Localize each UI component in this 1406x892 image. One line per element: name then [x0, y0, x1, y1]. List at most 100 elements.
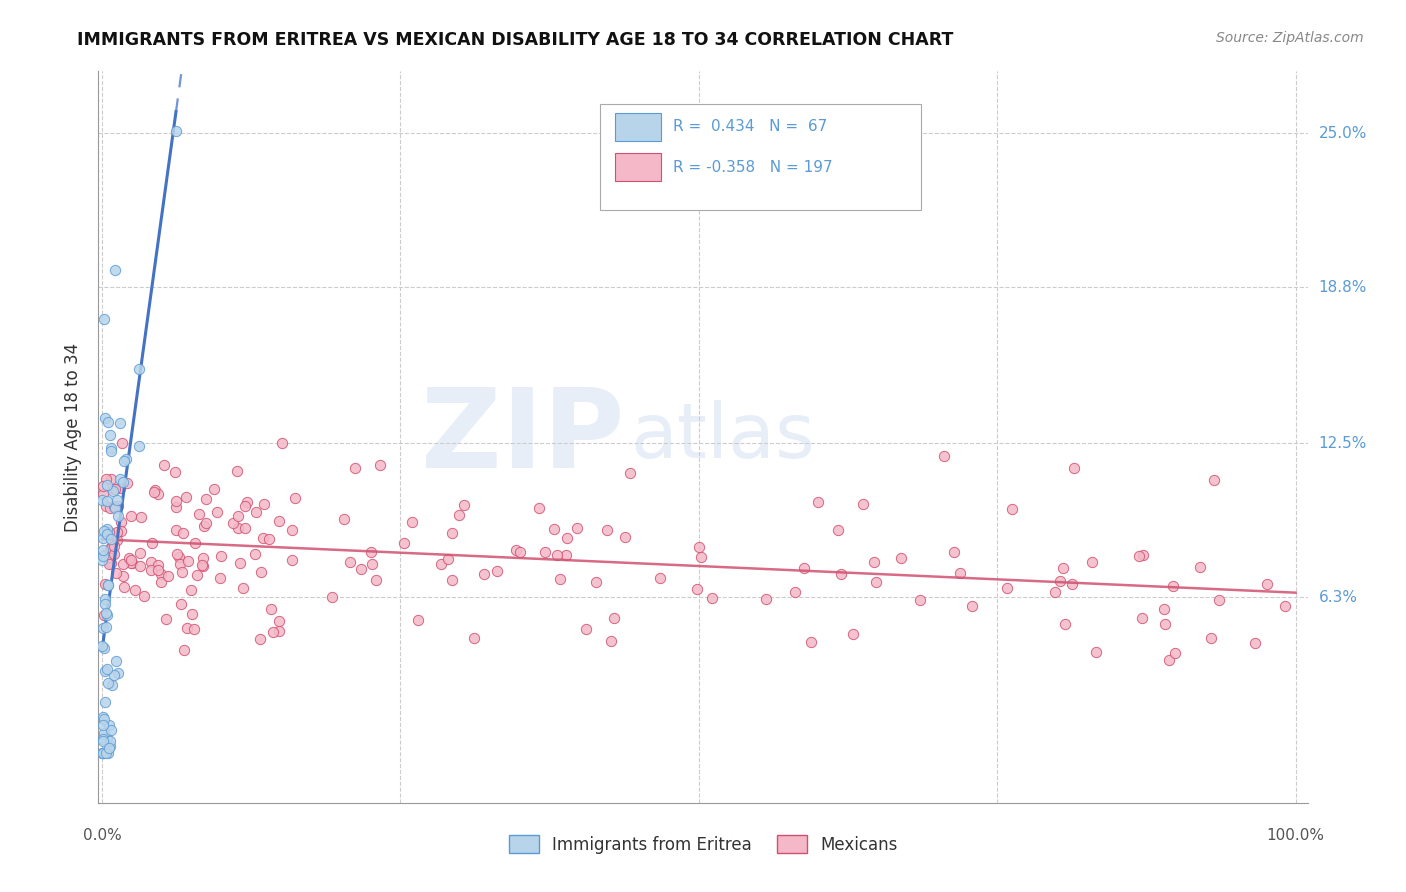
Point	[226, 521, 249, 535]
Text: ZIP: ZIP	[420, 384, 624, 491]
Point	[202, 482, 225, 496]
Point	[111, 558, 134, 572]
Point	[96, 494, 118, 508]
Point	[93, 591, 115, 606]
Point	[97, 718, 120, 732]
Point	[191, 559, 214, 574]
Point	[170, 566, 193, 580]
Point	[128, 362, 150, 376]
Point	[91, 640, 114, 654]
Text: R =  0.434   N =  67: R = 0.434 N = 67	[672, 120, 827, 135]
Point	[129, 510, 152, 524]
Point	[852, 497, 875, 511]
Point	[112, 580, 135, 594]
Point	[91, 746, 114, 760]
Point	[103, 499, 125, 513]
Point	[104, 500, 127, 515]
Point	[755, 591, 778, 606]
Point	[96, 746, 118, 760]
Text: 0.0%: 0.0%	[83, 828, 121, 843]
Point	[527, 501, 550, 516]
Point	[449, 508, 471, 522]
Point	[548, 572, 571, 586]
Point	[146, 486, 169, 500]
Point	[260, 602, 283, 616]
Text: 25.0%: 25.0%	[1319, 126, 1367, 141]
Point	[107, 499, 129, 513]
Point	[103, 547, 125, 561]
Point	[93, 549, 115, 564]
Point	[100, 723, 122, 737]
Point	[105, 566, 128, 581]
Point	[1153, 602, 1175, 616]
Point	[1274, 599, 1296, 613]
Point	[173, 643, 195, 657]
Point	[1157, 653, 1180, 667]
Point	[554, 548, 576, 562]
Point	[104, 262, 127, 277]
Point	[1243, 636, 1265, 650]
Point	[226, 509, 249, 524]
Point	[245, 547, 267, 561]
Point	[222, 516, 245, 530]
Point	[1153, 616, 1175, 631]
Point	[505, 543, 527, 558]
Point	[91, 493, 114, 508]
Point	[91, 746, 114, 760]
Point	[546, 548, 568, 562]
Point	[100, 532, 122, 546]
Point	[91, 710, 114, 724]
Point	[110, 472, 132, 486]
Point	[862, 556, 884, 570]
Point	[94, 499, 117, 513]
Point	[93, 312, 115, 326]
FancyBboxPatch shape	[600, 104, 921, 211]
Point	[269, 514, 291, 528]
Point	[165, 500, 187, 514]
Point	[93, 726, 115, 740]
Point	[143, 483, 166, 497]
Point	[1164, 646, 1187, 660]
Point	[132, 589, 155, 603]
Point	[148, 558, 170, 572]
Point	[170, 597, 193, 611]
Point	[250, 566, 273, 580]
Point	[690, 549, 713, 564]
Point	[1132, 548, 1154, 562]
Point	[101, 483, 124, 498]
Point	[108, 481, 131, 495]
Point	[486, 564, 509, 578]
Point	[1062, 577, 1084, 591]
Point	[97, 676, 120, 690]
Point	[104, 482, 127, 496]
Point	[187, 508, 209, 522]
Point	[93, 531, 115, 545]
Point	[96, 472, 118, 486]
Point	[603, 610, 626, 624]
Point	[1188, 559, 1211, 574]
Point	[392, 536, 415, 550]
Point	[453, 498, 475, 512]
Point	[249, 632, 271, 646]
Point	[350, 562, 373, 576]
Point	[91, 731, 114, 746]
Point	[360, 544, 382, 558]
Point	[943, 544, 966, 558]
Point	[93, 641, 115, 656]
Text: 18.8%: 18.8%	[1319, 279, 1367, 294]
Point	[94, 598, 117, 612]
Point	[269, 624, 291, 638]
Point	[509, 545, 531, 559]
Point	[103, 539, 125, 553]
Point	[406, 613, 429, 627]
Point	[600, 633, 623, 648]
Point	[245, 505, 267, 519]
Point	[191, 558, 214, 572]
Point	[94, 411, 117, 425]
Point	[91, 734, 114, 748]
Point	[1084, 645, 1107, 659]
Point	[799, 634, 821, 648]
Point	[93, 524, 115, 538]
Point	[401, 515, 423, 529]
Point	[361, 557, 384, 571]
